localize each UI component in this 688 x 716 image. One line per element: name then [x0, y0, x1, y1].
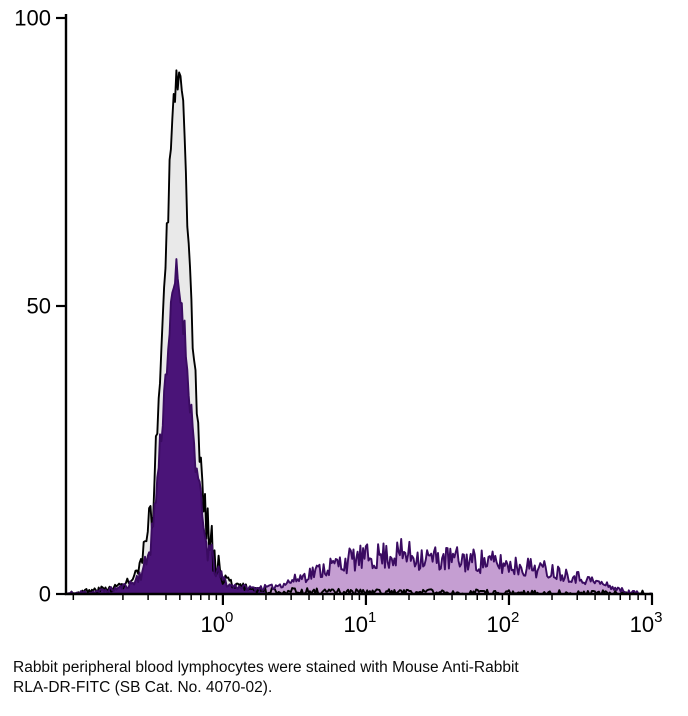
figure-caption: Rabbit peripheral blood lymphocytes were… — [13, 658, 663, 699]
x-tick-label-3: 103 — [630, 609, 663, 637]
y-tick-label-100: 100 — [14, 6, 51, 31]
histogram-chart: 0 50 100 100 101 102 103 — [14, 6, 663, 638]
y-tick-label-0: 0 — [39, 582, 51, 607]
stained-histogram-negative-fill — [66, 259, 265, 594]
x-tick-label-2: 102 — [487, 609, 520, 637]
x-tick-label-0: 100 — [200, 609, 233, 637]
stained-histogram-outline — [65, 258, 653, 595]
x-tick-label-1: 101 — [344, 609, 377, 637]
caption-line-2: RLA-DR-FITC (SB Cat. No. 4070-02). — [13, 679, 273, 697]
y-tick-label-50: 50 — [27, 294, 51, 319]
caption-line-1: Rabbit peripheral blood lymphocytes were… — [13, 659, 519, 676]
